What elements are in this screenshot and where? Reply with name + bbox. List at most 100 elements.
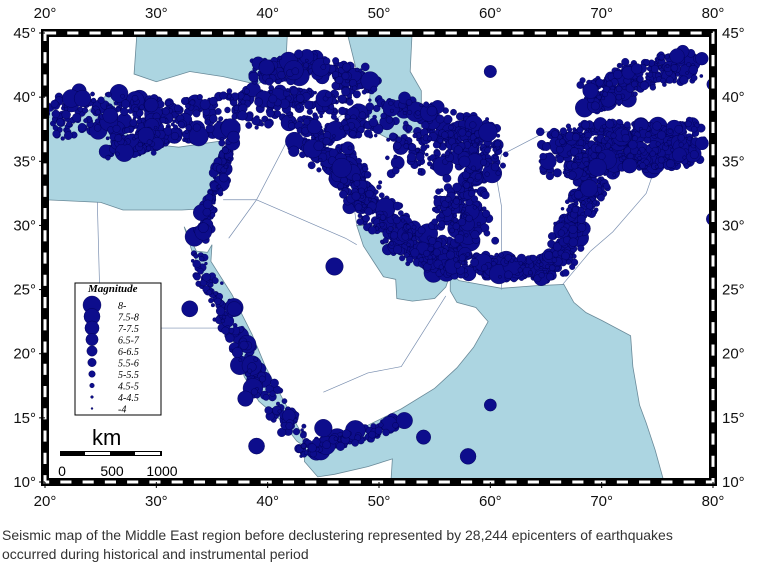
epicenter [555,145,564,154]
epicenter [585,137,590,142]
epicenter [403,120,409,126]
epicenter [652,121,662,131]
epicenter [454,233,464,244]
epicenter [269,90,273,94]
epicenter [643,59,651,66]
lon-label-top: 80° [702,5,725,22]
epicenter [580,179,598,198]
epicenter [362,214,370,223]
epicenter [226,301,242,317]
epicenter [416,160,422,165]
epicenter [208,297,214,304]
epicenter [357,213,363,219]
epicenter [341,87,351,97]
epicenter [221,314,227,320]
epicenter [483,229,491,237]
lon-label-top: 60° [479,5,502,22]
epicenter [308,88,313,92]
lat-label-left: 30° [13,217,36,234]
epicenter [281,398,288,404]
epicenter [389,108,394,113]
epicenter [450,108,457,116]
epicenter [557,229,565,237]
epicenter [636,150,642,155]
epicenter [368,117,378,127]
epicenter [172,124,178,130]
epicenter [536,127,545,137]
epicenter [269,390,276,397]
epicenter [491,261,497,267]
epicenter [595,78,604,87]
epicenter [427,161,433,167]
epicenter [408,143,417,152]
epicenter [120,107,129,116]
epicenter [559,127,568,135]
legend-symbol [90,395,94,399]
epicenter [657,156,665,164]
epicenter [482,209,491,218]
epicenter [351,191,361,201]
border [562,161,658,285]
legend-label: 6.5-7 [118,336,140,347]
epicenter [435,114,445,124]
epicenter [341,72,350,80]
epicenter [633,86,639,91]
epicenter [470,230,480,240]
epicenter [203,199,213,209]
epicenter [392,422,399,429]
epicenter [463,214,467,218]
epicenter [432,248,441,257]
epicenter [419,103,424,108]
epicenter [509,258,514,263]
epicenter [543,269,548,274]
lon-label-top: 40° [256,5,279,22]
epicenter [270,378,279,388]
epicenter [124,127,131,134]
epicenter [689,150,699,160]
epicenter [335,76,344,85]
epicenter [293,418,298,423]
epicenter [362,203,367,209]
epicenter [586,202,594,210]
epicenter [382,428,390,437]
epicenter [73,89,92,108]
epicenter [410,248,420,258]
epicenter [470,258,479,267]
scale-label: 500 [100,463,124,479]
epicenter [133,106,139,113]
epicenter [438,220,446,228]
epicenter [379,222,385,228]
epicenter [610,132,617,139]
epicenter [32,126,39,133]
epicenter [476,221,481,227]
epicenter [63,131,73,140]
epicenter [137,141,143,148]
epicenter [60,136,65,141]
epicenter [228,327,235,334]
epicenter [484,171,490,177]
epicenter [552,168,562,178]
epicenter [277,409,282,414]
epicenter [378,180,383,185]
epicenter [379,214,387,221]
epicenter [669,48,685,64]
epicenter [114,134,123,142]
lat-label-left: 35° [13,153,36,170]
epicenter [223,164,228,169]
lon-label-bottom: 40° [256,493,279,510]
epicenter [211,277,219,284]
epicenter [368,226,377,235]
legend-title: Magnitude [87,283,138,295]
caption-line: Seismic map of the Middle East region be… [2,527,673,543]
epicenter [370,85,378,93]
epicenter [459,448,477,465]
epicenter [378,422,384,428]
epicenter [358,111,367,120]
epicenter [639,81,649,91]
legend-label: 6-6.5 [118,347,139,358]
epicenter [498,252,504,258]
epicenter [425,144,430,149]
epicenter [94,118,100,124]
epicenter [221,326,230,335]
